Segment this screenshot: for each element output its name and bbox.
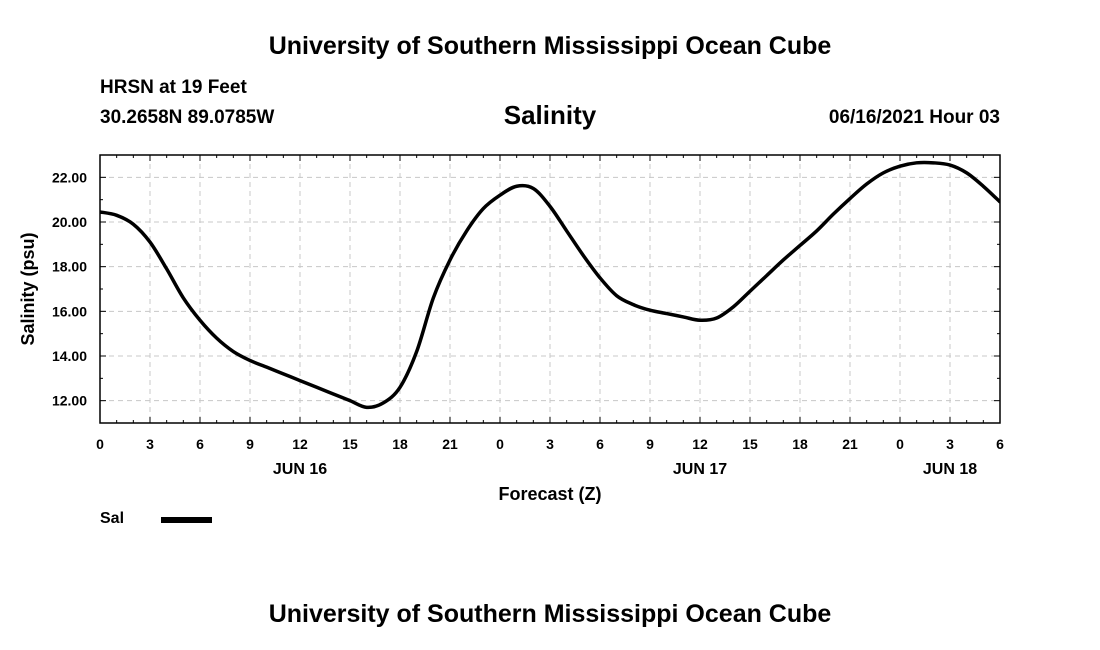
x-tick-label: 0 <box>96 436 104 452</box>
x-day-label: JUN 18 <box>923 461 977 478</box>
x-tick-label: 3 <box>946 436 954 452</box>
x-tick-label: 21 <box>442 436 458 452</box>
y-tick-label: 16.00 <box>52 303 87 319</box>
x-axis-label: Forecast (Z) <box>498 484 601 504</box>
x-tick-label: 12 <box>692 436 708 452</box>
x-tick-label: 12 <box>292 436 308 452</box>
y-tick-label: 22.00 <box>52 169 87 185</box>
legend-label: Sal <box>100 510 125 527</box>
x-tick-label: 15 <box>342 436 358 452</box>
x-tick-label: 3 <box>146 436 154 452</box>
y-tick-label: 12.00 <box>52 393 87 409</box>
chart-title-top: University of Southern Mississippi Ocean… <box>268 32 832 60</box>
x-day-label: JUN 17 <box>673 461 727 478</box>
y-tick-label: 14.00 <box>52 348 87 364</box>
parameter-title: Salinity <box>503 100 597 130</box>
x-tick-label: 0 <box>896 436 904 452</box>
x-tick-label: 18 <box>792 436 808 452</box>
x-axis-ticks <box>99 155 1001 423</box>
x-tick-label: 6 <box>196 436 204 452</box>
chart-title-bottom: University of Southern Mississippi Ocean… <box>268 600 832 628</box>
coordinates-label: 30.2658N 89.0785W <box>100 107 275 128</box>
x-tick-label: 9 <box>646 436 654 452</box>
series-line-sal <box>100 160 1000 410</box>
x-tick-label: 15 <box>742 436 758 452</box>
y-axis-label: Salinity (psu) <box>18 232 38 345</box>
x-tick-label: 6 <box>996 436 1004 452</box>
x-tick-label: 9 <box>246 436 254 452</box>
x-tick-label: 18 <box>392 436 408 452</box>
x-tick-label: 21 <box>842 436 858 452</box>
x-tick-label: 6 <box>596 436 604 452</box>
y-tick-label: 18.00 <box>52 259 87 275</box>
grid-lines <box>100 155 1000 423</box>
y-tick-label: 20.00 <box>52 214 87 230</box>
legend-swatch <box>161 517 212 523</box>
station-label: HRSN at 19 Feet <box>100 77 247 98</box>
x-day-label: JUN 16 <box>273 461 327 478</box>
x-tick-label: 3 <box>546 436 554 452</box>
x-tick-label: 0 <box>496 436 504 452</box>
forecast-datetime: 06/16/2021 Hour 03 <box>828 107 1000 128</box>
